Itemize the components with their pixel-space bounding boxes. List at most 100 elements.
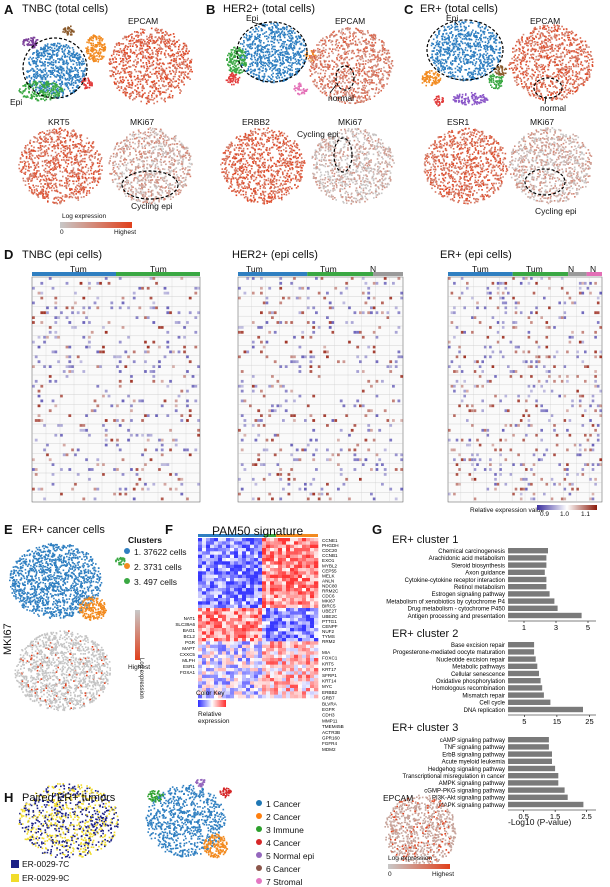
panel-a-title: TNBC (total cells) — [22, 3, 109, 15]
g-cluster3-bar-5 — [508, 773, 559, 779]
gene-label-a-mki67: MKi67 — [130, 117, 155, 127]
panel-letter-c: C — [404, 2, 414, 17]
tsne-c-epcam — [508, 24, 594, 101]
g-cluster2-term-0: Base excision repair — [451, 643, 505, 649]
g-cluster3-bar-3 — [508, 758, 552, 764]
f-gene-bottom-KRT14: KRT14 — [322, 679, 337, 684]
h-cluster-dot-3 — [256, 826, 262, 832]
e-cluster-1: 1. 37622 cells — [134, 547, 187, 557]
g-cluster1-term-5: Retinol metabolism — [454, 585, 505, 591]
g-cluster2-bar-1 — [508, 649, 535, 655]
g-cluster2-tick-2: 25 — [585, 717, 593, 726]
tsne-row-abc — [18, 19, 594, 205]
h-cluster-3: 3 Immune — [266, 825, 304, 835]
f-gene-bottom-GRB7: GRB7 — [322, 696, 335, 701]
d-er-n-1: N — [568, 264, 575, 274]
g-cluster2-bar-6 — [508, 685, 543, 691]
f-gene-top-CEP55: CEP55 — [322, 568, 337, 573]
relexp-gradient — [537, 505, 597, 510]
f-gene-bottom-FOXC1: FOXC1 — [322, 656, 338, 661]
f-gene-left-MLPH: MLPH — [182, 658, 195, 663]
tsne-h-cluster2 — [203, 833, 229, 859]
g-cluster1-tick-1: 3 — [554, 623, 558, 632]
tsne-a-krt5 — [18, 127, 103, 205]
gene-label-b-erbb2: ERBB2 — [242, 117, 270, 127]
g-cluster3-bar-2 — [508, 751, 552, 757]
tsne-h-cluster3 — [147, 790, 164, 803]
g-cluster3-term-3: Acute myeloid leukemia — [442, 760, 506, 766]
tsne-c-orange — [421, 70, 442, 87]
g-cluster1-term-8: Drug metabolism - cytochrome P450 — [408, 607, 506, 613]
g-cluster2-bar-8 — [508, 699, 551, 705]
d-tnbc-tum-2: Tum — [150, 264, 167, 274]
annot-b-epi: Epi — [246, 13, 259, 23]
g-cluster1-term-0: Chemical carcinogenesis — [438, 549, 505, 555]
f-gene-left-MAPT: MAPT — [182, 646, 195, 651]
d-er-n-2: N — [590, 264, 597, 274]
g-cluster3-term-9: MAPK signaling pathway — [439, 803, 505, 809]
outline-b-cycling — [333, 137, 353, 173]
tsne-a-red — [81, 77, 93, 90]
f-gene-left-PGR: PGR — [185, 640, 196, 645]
heatmap-her2 — [237, 272, 404, 503]
f-gene-top-CCNB1: CCNB1 — [322, 553, 338, 558]
outline-b-epi — [236, 21, 308, 83]
g-c3-title: ER+ cluster 3 — [392, 722, 459, 734]
panel-c-title: ER+ (total cells) — [420, 3, 498, 15]
g-cluster2-bar-2 — [508, 656, 536, 662]
g-cluster2-bar-0 — [508, 642, 535, 648]
f-gene-top-RRM2C: RRM2C — [322, 589, 339, 594]
h-cluster-4: 4 Cancer — [266, 838, 301, 848]
f-gene-top-UBE2T: UBE2T — [322, 609, 337, 614]
panel-e-title: ER+ cancer cells — [22, 524, 105, 536]
e-cluster-dot-1 — [124, 548, 130, 554]
f-gene-top-MKI67: MKI67 — [322, 599, 336, 604]
f-group-bar-1 — [198, 534, 264, 537]
e-clusters-title: Clusters — [128, 535, 163, 545]
h-cluster-1: 1 Cancer — [266, 799, 301, 809]
e-cluster-dot-3 — [124, 578, 130, 584]
h-sample-1: ER-0029-7C — [22, 859, 70, 869]
h-cluster-7: 7 Stromal — [266, 877, 303, 887]
outline-c-epi — [426, 19, 504, 81]
g-cluster3-term-4: Hedgehog signaling pathway — [428, 767, 505, 773]
panel-d-title-er: ER+ (epi cells) — [440, 249, 512, 261]
g-cluster1-term-1: Arachidonic acid metabolism — [429, 556, 505, 562]
f-gene-top-PTTG1: PTTG1 — [322, 619, 337, 624]
f-group-bar-3 — [276, 534, 318, 537]
tsne-c-green — [488, 72, 504, 90]
gene-label-c-esr1: ESR1 — [447, 117, 470, 127]
h-cluster-dot-5 — [256, 852, 262, 858]
h-sample-2: ER-0029-9C — [22, 873, 70, 883]
h-legend-title: Log expression — [388, 855, 433, 862]
g-cluster3-bar-7 — [508, 787, 565, 793]
f-gene-bottom-EGFR: EGFR — [322, 707, 335, 712]
tsne-e-mki67 — [14, 630, 111, 712]
tsne-a-mki67 — [108, 127, 193, 205]
h-cluster-6: 6 Cancer — [266, 864, 301, 874]
tsne-h-epcam — [384, 794, 457, 867]
f-relative-label: Relative expression — [198, 711, 230, 725]
g-cluster1-bar-6 — [508, 591, 550, 597]
g-cluster1-term-4: Cytokine-cytokine receptor interaction — [405, 578, 505, 584]
panel-letter-e: E — [4, 522, 13, 537]
f-gene-top-MYBL2: MYBL2 — [322, 563, 338, 568]
panel-b-title: HER2+ (total cells) — [223, 3, 316, 15]
f-gene-bottom-GPR160: GPR160 — [322, 736, 340, 741]
f-gene-top-MELK: MELK — [322, 573, 335, 578]
relexp-tick-1: 0.9 — [540, 511, 550, 518]
g-cluster3-tick-2: 2.5 — [581, 812, 591, 821]
g-cluster2-bar-5 — [508, 678, 541, 684]
g-cluster2-term-3: Metabolic pathways — [452, 665, 505, 671]
d-tnbc-tum-1: Tum — [70, 264, 87, 274]
g-cluster3-tick-0: 0.5 — [518, 812, 528, 821]
f-gene-top-UBE2C: UBE2C — [322, 614, 338, 619]
heatmap-er-bar — [512, 272, 569, 276]
g-cluster1-bar-0 — [508, 548, 548, 554]
tsne-h-cluster4 — [219, 787, 232, 799]
tsne-e-cluster2 — [78, 596, 107, 621]
tsne-a-purple — [22, 36, 39, 49]
heatmap-her2-bar — [238, 272, 308, 276]
g-cluster3-term-0: cAMP signaling pathway — [440, 738, 505, 744]
g-cluster2-term-7: Mismatch repair — [462, 693, 505, 699]
